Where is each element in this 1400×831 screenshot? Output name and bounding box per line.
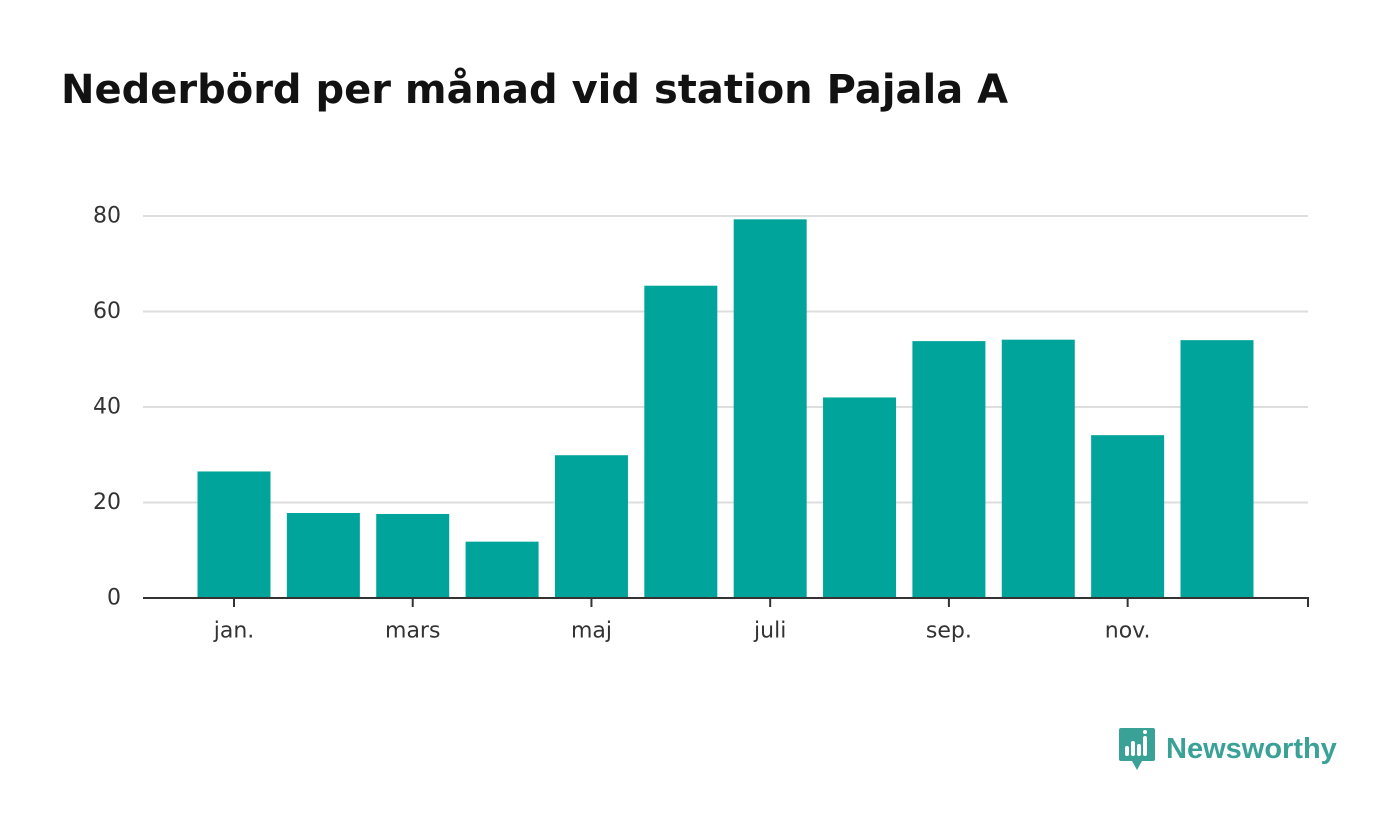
y-axis-labels: 0 20 40 60 80 <box>93 204 121 611</box>
bar-6 <box>733 219 807 598</box>
x-tick-label: mars <box>385 619 440 644</box>
bar-9 <box>1001 339 1075 598</box>
y-tick-label: 80 <box>93 204 121 229</box>
x-tick-label: sep. <box>926 619 972 644</box>
x-tick-label: nov. <box>1105 619 1151 644</box>
y-tick-label: 40 <box>93 395 121 420</box>
x-axis <box>143 597 1309 607</box>
bars <box>197 219 1254 598</box>
x-tick-label: jan. <box>213 619 255 644</box>
y-tick-label: 20 <box>93 490 121 515</box>
bar-8 <box>912 341 986 598</box>
bar-0 <box>197 471 271 598</box>
y-tick-label: 60 <box>93 299 121 324</box>
y-tick-label: 0 <box>107 586 121 611</box>
x-axis-labels: jan. mars maj juli sep. nov. <box>213 619 1151 644</box>
bar-1 <box>286 513 360 598</box>
bar-5 <box>644 285 718 598</box>
newsworthy-logo: Newsworthy <box>1118 726 1337 772</box>
chart-title: Nederbörd per månad vid station Pajala A <box>61 67 1009 113</box>
bar-11 <box>1180 340 1254 598</box>
newsworthy-chart-icon <box>1119 728 1155 770</box>
bar-3 <box>465 541 539 598</box>
logo-text: Newsworthy <box>1166 733 1337 765</box>
x-tick-label: juli <box>753 619 786 644</box>
x-tick-label: maj <box>571 619 612 644</box>
bar-7 <box>823 397 897 598</box>
bar-4 <box>554 455 628 598</box>
bar-2 <box>376 513 450 598</box>
bar-10 <box>1091 435 1165 598</box>
